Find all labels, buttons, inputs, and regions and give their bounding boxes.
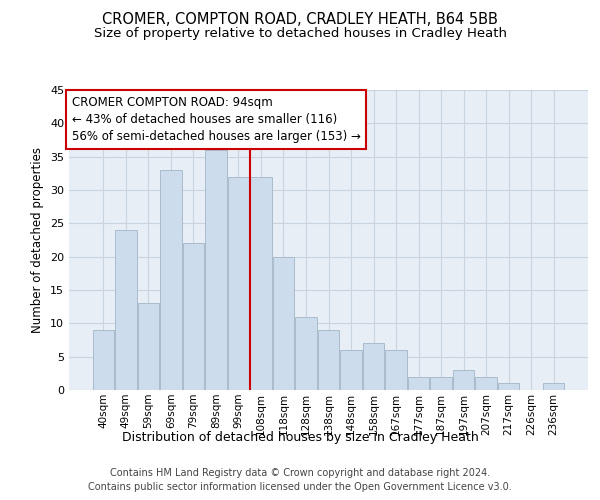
Bar [273,256,294,390]
Bar [295,316,317,390]
Bar [182,244,204,390]
Bar [340,350,362,390]
Bar [115,230,137,390]
Bar [363,344,384,390]
Bar [205,150,227,390]
Text: Contains public sector information licensed under the Open Government Licence v3: Contains public sector information licen… [88,482,512,492]
Bar [408,376,429,390]
Bar [250,176,272,390]
Text: Size of property relative to detached houses in Cradley Heath: Size of property relative to detached ho… [94,28,506,40]
Bar [498,384,520,390]
Text: CROMER COMPTON ROAD: 94sqm
← 43% of detached houses are smaller (116)
56% of sem: CROMER COMPTON ROAD: 94sqm ← 43% of deta… [71,96,361,143]
Bar [543,384,565,390]
Bar [137,304,159,390]
Y-axis label: Number of detached properties: Number of detached properties [31,147,44,333]
Bar [318,330,339,390]
Bar [430,376,452,390]
Bar [92,330,114,390]
Bar [385,350,407,390]
Text: Distribution of detached houses by size in Cradley Heath: Distribution of detached houses by size … [122,431,478,444]
Bar [228,176,249,390]
Bar [160,170,182,390]
Text: Contains HM Land Registry data © Crown copyright and database right 2024.: Contains HM Land Registry data © Crown c… [110,468,490,477]
Bar [453,370,475,390]
Bar [475,376,497,390]
Text: CROMER, COMPTON ROAD, CRADLEY HEATH, B64 5BB: CROMER, COMPTON ROAD, CRADLEY HEATH, B64… [102,12,498,28]
